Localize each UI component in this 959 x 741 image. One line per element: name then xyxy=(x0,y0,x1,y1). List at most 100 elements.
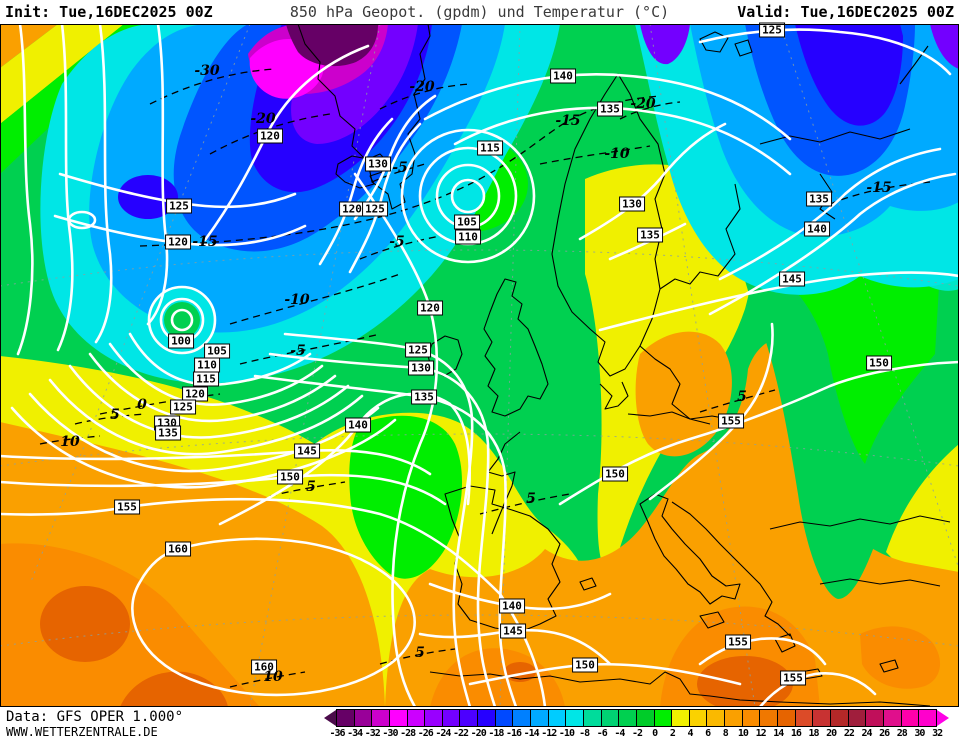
legend-cell xyxy=(866,710,884,726)
geopotential-contour-layer xyxy=(0,24,959,707)
temperature-label: -5 xyxy=(290,343,306,359)
legend-tick-label: -6 xyxy=(596,728,608,739)
legend-cell xyxy=(372,710,390,726)
legend-cell xyxy=(672,710,690,726)
data-source-label: Data: GFS OPER 1.000° xyxy=(6,709,184,725)
header-bar: Init: Tue,16DEC2025 00Z 850 hPa Geopot. … xyxy=(0,0,959,24)
temperature-label: 0 xyxy=(137,397,147,413)
legend-cell xyxy=(389,710,408,726)
map-graphic xyxy=(0,24,959,707)
geopotential-label: 115 xyxy=(193,371,219,387)
legend-tick-label: 8 xyxy=(722,728,729,739)
legend-tick-label: 26 xyxy=(879,728,890,739)
legend-cell xyxy=(566,710,584,726)
temperature-label: -20 xyxy=(250,111,276,127)
temperature-label: -5 xyxy=(389,234,405,250)
temperature-label: 5 xyxy=(306,479,316,495)
geopotential-label: 120 xyxy=(339,201,365,217)
geopotential-label: 120 xyxy=(257,128,283,144)
coastline-layer xyxy=(297,24,951,707)
legend-tick-label: 2 xyxy=(669,728,676,739)
legend-cell xyxy=(848,710,867,726)
geopotential-label: 150 xyxy=(866,355,892,371)
geopotential-label: 150 xyxy=(277,469,303,485)
legend-cell xyxy=(495,710,514,726)
geopotential-label: 130 xyxy=(619,196,645,212)
legend-tick-label: -22 xyxy=(453,728,469,739)
geopotential-label: 105 xyxy=(204,343,230,359)
legend-tick-label: -18 xyxy=(488,728,504,739)
temperature-label: 5 xyxy=(110,407,120,423)
geopotential-label: 150 xyxy=(602,466,628,482)
legend-cell xyxy=(636,710,655,726)
legend-tick-label: -26 xyxy=(417,728,434,739)
geopotential-label: 140 xyxy=(345,417,371,433)
geopotential-label: 135 xyxy=(637,227,663,243)
legend-cell xyxy=(707,710,726,726)
temperature-label: -20 xyxy=(409,79,435,95)
geopotential-label: 100 xyxy=(168,333,194,349)
footer-bar: Data: GFS OPER 1.000° WWW.WETTERZENTRALE… xyxy=(0,707,959,741)
init-time-label: Init: Tue,16DEC2025 00Z xyxy=(5,3,213,21)
legend-cell xyxy=(919,710,936,726)
legend-tick-label: 10 xyxy=(737,728,749,739)
page-title: 850 hPa Geopot. (gpdm) und Temperatur (°… xyxy=(289,3,670,21)
geopotential-label: 130 xyxy=(408,360,434,376)
legend-cell xyxy=(619,710,637,726)
geopotential-label: 125 xyxy=(166,198,192,214)
map-canvas: 100 105 110 115 120 125 130 135 125 120 120 120 125 1… xyxy=(0,22,959,707)
temperature-label: -15 xyxy=(866,180,892,196)
legend-tick-label: 12 xyxy=(755,728,767,739)
valid-time-label: Valid: Tue,16DEC2025 00Z xyxy=(737,3,954,21)
legend-cell xyxy=(883,710,902,726)
temperature-label: -5 xyxy=(392,160,408,176)
geopotential-label: 135 xyxy=(597,101,623,117)
geopotential-label: 140 xyxy=(550,68,576,84)
geopotential-label: 125 xyxy=(362,201,388,217)
legend-cell xyxy=(531,710,549,726)
legend-tick-label: -24 xyxy=(435,728,451,739)
temperature-fill-layer xyxy=(0,24,959,707)
legend-tick-label: 18 xyxy=(808,728,820,739)
legend-cell xyxy=(337,710,355,726)
legend-ticks: -36 -34 -32 -30 -28 -26 -24 -22 -20 -18 -16 -14 -12-… xyxy=(329,728,949,740)
geopotential-label: 160 xyxy=(251,659,277,675)
legend-cell xyxy=(901,710,920,726)
legend-tick-label: 20 xyxy=(826,728,837,739)
geopotential-label: 155 xyxy=(725,634,751,650)
geopotential-label: 145 xyxy=(779,271,805,287)
legend-cell xyxy=(689,710,708,726)
geopotential-label: 120 xyxy=(182,386,208,402)
geopotential-label: 125 xyxy=(759,22,785,38)
geopotential-label: 155 xyxy=(780,670,806,686)
geopotential-label: 110 xyxy=(194,357,220,373)
temperature-label: -10 xyxy=(604,146,630,162)
geopotential-label: 105 xyxy=(454,214,480,230)
website-label: WWW.WETTERZENTRALE.DE xyxy=(6,725,158,739)
temperature-label: -15 xyxy=(192,234,218,250)
legend-cell xyxy=(813,710,831,726)
legend-tick-label: 6 xyxy=(705,728,711,739)
temperature-label: -20 xyxy=(630,96,656,112)
legend-bar xyxy=(324,709,949,727)
geopotential-label: 125 xyxy=(405,342,431,358)
legend-cell xyxy=(654,710,673,726)
legend-cell xyxy=(478,710,496,726)
legend-tick-label: -28 xyxy=(400,728,416,739)
temperature-label: 10 xyxy=(263,669,283,685)
temperature-label: 5 xyxy=(737,389,747,405)
geopotential-label: 145 xyxy=(294,443,320,459)
temperature-label: 10 xyxy=(60,434,80,450)
geopotential-label: 135 xyxy=(411,389,437,405)
legend-cell xyxy=(442,710,461,726)
legend-tick-label: -4 xyxy=(614,728,625,739)
geopotential-label: 120 xyxy=(165,234,191,250)
geopotential-label: 140 xyxy=(804,221,830,237)
geopotential-label: 110 xyxy=(455,229,481,245)
legend-cell xyxy=(601,710,620,726)
legend-tick-label: 32 xyxy=(932,728,943,739)
legend-tick-label: -14 xyxy=(523,728,540,739)
legend-tick-label: -20 xyxy=(470,728,487,739)
legend-cell xyxy=(760,710,779,726)
geopotential-label: 120 xyxy=(417,300,443,316)
